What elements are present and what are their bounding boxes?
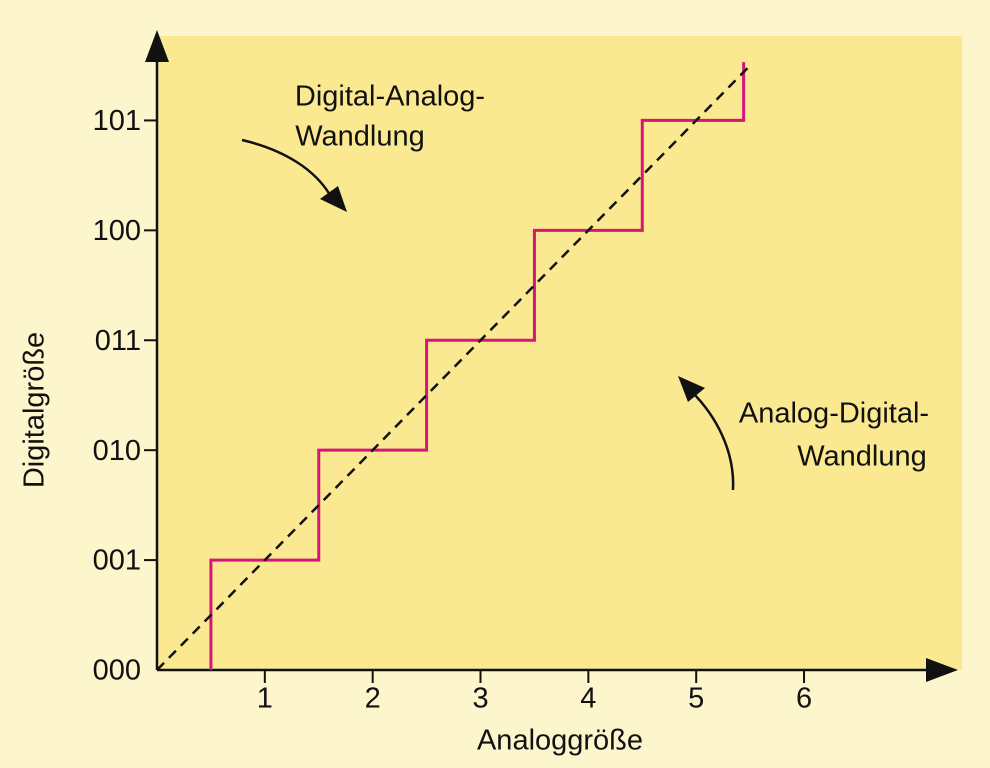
arrow: [691, 391, 735, 491]
x-tick-label: 2: [365, 683, 381, 715]
plot-area: [157, 36, 962, 670]
y-axis-label: Digitalgröße: [19, 332, 51, 488]
arrowhead: [678, 376, 705, 402]
annotation-arrows: [241, 138, 735, 491]
arrowhead: [320, 186, 347, 212]
x-tick-label: 3: [472, 683, 488, 715]
annotation: Digital-Analog-: [295, 81, 485, 113]
arrow: [241, 138, 332, 196]
y-tick-label: 100: [93, 215, 141, 247]
axes: [145, 30, 958, 682]
x-tick-label: 5: [688, 683, 704, 715]
x-tick-label: 4: [580, 683, 596, 715]
dashed-line: [156, 64, 752, 671]
annotation: Wandlung: [797, 441, 927, 473]
y-tick-label: 001: [93, 545, 141, 577]
x-tick-label: 6: [796, 683, 812, 715]
annotation: Wandlung: [295, 121, 425, 153]
y-tick-label: 101: [93, 105, 141, 137]
x-tick-label: 1: [257, 683, 273, 715]
x-axis-arrow: [926, 658, 958, 682]
y-axis-arrow: [145, 30, 169, 62]
x-axis-label: Analoggröße: [477, 725, 643, 757]
y-tick-label: 011: [95, 325, 141, 357]
y-tick-label: 000: [93, 655, 141, 687]
y-tick-label: 010: [93, 435, 141, 467]
annotation: Analog-Digital-: [739, 398, 929, 430]
